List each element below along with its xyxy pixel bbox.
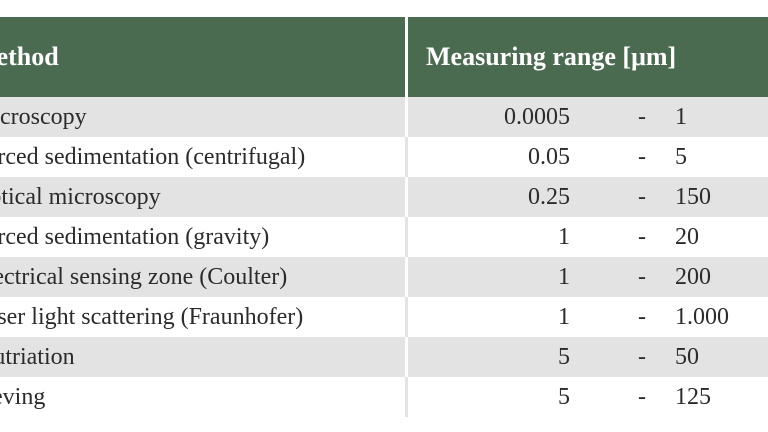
table-header-row: Method Measuring range [μm] — [0, 17, 768, 97]
range-min-cell: 0.25 — [528, 184, 570, 210]
range-min-cell: 1 — [558, 224, 570, 250]
range-max-cell: 1.000 — [675, 304, 729, 330]
header-method: Method — [0, 42, 59, 71]
table-row: Laser light scattering (Fraunhofer) 1 - … — [0, 297, 768, 337]
range-min-cell: 1 — [558, 304, 570, 330]
method-cell: Elutriation — [0, 344, 75, 370]
method-cell: Laser light scattering (Fraunhofer) — [0, 304, 304, 330]
range-dash: - — [638, 224, 646, 250]
column-divider — [405, 377, 408, 417]
method-cell: Forced sedimentation (centrifugal) — [0, 144, 306, 170]
range-max-cell: 20 — [675, 224, 699, 250]
column-divider — [405, 97, 408, 137]
range-dash: - — [638, 344, 646, 370]
table-row: Elutriation 5 - 50 — [0, 337, 768, 377]
range-min-cell: 5 — [558, 344, 570, 370]
range-max-cell: 1 — [675, 104, 687, 130]
range-dash: - — [638, 264, 646, 290]
range-min-cell: 0.0005 — [504, 104, 570, 130]
column-divider — [405, 137, 408, 177]
table-row: Electrical sensing zone (Coulter) 1 - 20… — [0, 257, 768, 297]
column-divider — [405, 297, 408, 337]
range-max-cell: 200 — [675, 264, 711, 290]
range-min-cell: 5 — [558, 384, 570, 410]
method-cell: Forced sedimentation (gravity) — [0, 224, 270, 250]
column-divider — [405, 217, 408, 257]
column-divider — [405, 257, 408, 297]
table-row: Optical microscopy 0.25 - 150 — [0, 177, 768, 217]
range-dash: - — [638, 144, 646, 170]
method-cell: Optical microscopy — [0, 184, 161, 210]
table-row: Microscopy 0.0005 - 1 — [0, 97, 768, 137]
range-min-cell: 1 — [558, 264, 570, 290]
range-dash: - — [638, 384, 646, 410]
range-max-cell: 50 — [675, 344, 699, 370]
measuring-range-table: Method Measuring range [μm] Microscopy 0… — [0, 17, 768, 417]
header-measuring-range: Measuring range [μm] — [426, 42, 677, 71]
table-row: Forced sedimentation (centrifugal) 0.05 … — [0, 137, 768, 177]
method-cell: Microscopy — [0, 104, 87, 130]
range-dash: - — [638, 184, 646, 210]
range-max-cell: 125 — [675, 384, 711, 410]
method-cell: Sieving — [0, 384, 46, 410]
table-row: Sieving 5 - 125 — [0, 377, 768, 417]
column-divider — [405, 17, 408, 97]
column-divider — [405, 337, 408, 377]
range-dash: - — [638, 104, 646, 130]
method-cell: Electrical sensing zone (Coulter) — [0, 264, 288, 290]
column-divider — [405, 177, 408, 217]
range-max-cell: 150 — [675, 184, 711, 210]
range-dash: - — [638, 304, 646, 330]
table-row: Forced sedimentation (gravity) 1 - 20 — [0, 217, 768, 257]
range-max-cell: 5 — [675, 144, 687, 170]
range-min-cell: 0.05 — [528, 144, 570, 170]
